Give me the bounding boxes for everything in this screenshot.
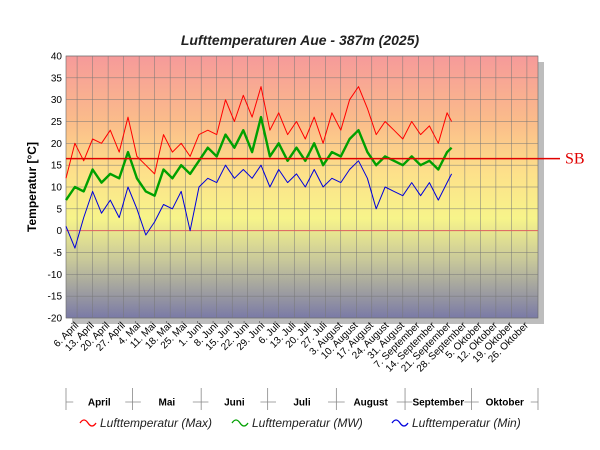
y-axis-label: Temperatur [°C] bbox=[25, 142, 39, 232]
chart-title: Lufttemperaturen Aue - 387m (2025) bbox=[181, 32, 420, 48]
y-tick-label: 15 bbox=[51, 161, 63, 172]
y-tick-label: 20 bbox=[51, 139, 63, 150]
legend: Lufttemperatur (Max) Lufttemperatur (MW) L… bbox=[79, 416, 521, 430]
y-tick-label: 0 bbox=[56, 226, 62, 237]
legend-item-label: Lufttemperatur (MW) bbox=[252, 416, 363, 430]
month-label: August bbox=[353, 398, 388, 409]
legend-swatch bbox=[231, 419, 249, 427]
plot-area bbox=[65, 55, 560, 324]
y-tick-label: -20 bbox=[48, 314, 63, 325]
y-tick-label: 30 bbox=[51, 95, 63, 106]
y-tick-label: 10 bbox=[51, 183, 63, 194]
month-label: April bbox=[88, 398, 111, 409]
legend-item-label: Lufttemperatur (Min) bbox=[412, 416, 521, 430]
month-label-bg bbox=[73, 395, 126, 409]
y-axis-ticks: -20 -15 -10 -5 0 5 10 15 20 25 30 35 40 bbox=[48, 52, 63, 325]
legend-item-label: Lufttemperatur (Max) bbox=[100, 416, 212, 430]
legend-swatch bbox=[391, 419, 409, 427]
y-tick-label: -5 bbox=[53, 248, 62, 259]
y-tick-label: 25 bbox=[51, 117, 63, 128]
month-label: Juni bbox=[224, 398, 245, 409]
month-label-bg bbox=[478, 395, 531, 409]
y-tick-label: 40 bbox=[51, 52, 63, 63]
month-label-bg bbox=[208, 395, 261, 409]
series-line-min bbox=[65, 160, 453, 249]
y-tick-label: 35 bbox=[51, 73, 63, 84]
month-label-bg bbox=[276, 395, 328, 409]
month-label-bg bbox=[140, 395, 193, 409]
series-line-max bbox=[65, 86, 453, 179]
month-label: September bbox=[412, 398, 464, 409]
legend-swatch bbox=[79, 419, 97, 427]
y-tick-label: -10 bbox=[48, 270, 63, 281]
month-label: Oktober bbox=[486, 398, 524, 409]
horizontal-gridlines bbox=[66, 55, 538, 319]
month-label-bg bbox=[412, 395, 465, 409]
sb-reference-label: SB bbox=[565, 151, 585, 168]
vertical-gridlines bbox=[76, 56, 528, 318]
month-axis: April Mai Juni Juli August September Oktober bbox=[65, 388, 539, 410]
month-label-bg bbox=[344, 395, 397, 409]
y-tick-label: -15 bbox=[48, 292, 63, 303]
y-tick-label: 5 bbox=[56, 204, 62, 215]
month-label: Mai bbox=[158, 398, 175, 409]
month-label: Juli bbox=[293, 398, 310, 409]
